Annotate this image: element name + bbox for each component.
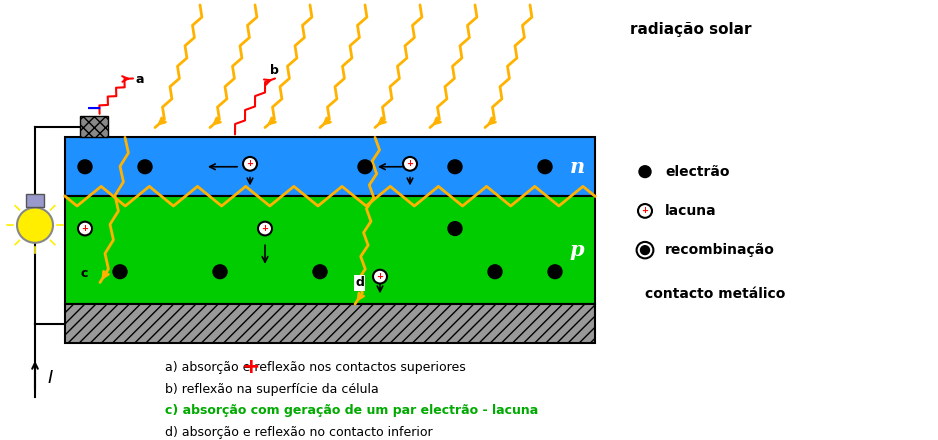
Circle shape	[448, 222, 462, 235]
Bar	[80, 116, 108, 137]
Circle shape	[448, 160, 462, 174]
Circle shape	[538, 160, 552, 174]
Text: d: d	[355, 276, 364, 290]
Text: +: +	[262, 224, 268, 233]
Text: −: −	[85, 99, 102, 117]
Text: +: +	[247, 159, 253, 169]
Text: b) reflexão na superfície da célula: b) reflexão na superfície da célula	[165, 382, 379, 396]
Circle shape	[373, 270, 387, 283]
Text: d) absorção e reflexão no contacto inferior: d) absorção e reflexão no contacto infer…	[165, 426, 432, 439]
Bar	[26, 194, 44, 208]
Text: electrão: electrão	[665, 165, 730, 179]
Text: radiação solar: radiação solar	[630, 22, 751, 37]
Circle shape	[637, 242, 654, 258]
Circle shape	[358, 160, 372, 174]
Circle shape	[78, 222, 92, 235]
Circle shape	[78, 160, 92, 174]
Text: c: c	[80, 267, 87, 280]
Text: p: p	[569, 240, 584, 260]
Text: +: +	[642, 206, 648, 216]
Circle shape	[113, 265, 127, 279]
Circle shape	[313, 265, 327, 279]
Bar	[65, 304, 595, 343]
Circle shape	[243, 157, 257, 171]
Circle shape	[641, 246, 649, 255]
Text: recombinação: recombinação	[665, 243, 775, 257]
Text: n: n	[569, 157, 584, 177]
Text: $I$: $I$	[47, 369, 53, 387]
Text: +: +	[241, 357, 260, 377]
Text: +: +	[376, 272, 384, 281]
Text: a) absorção e reflexão nos contactos superiores: a) absorção e reflexão nos contactos sup…	[165, 361, 466, 374]
Circle shape	[548, 265, 562, 279]
Text: lacuna: lacuna	[665, 204, 717, 218]
Circle shape	[213, 265, 227, 279]
Circle shape	[17, 208, 53, 243]
Circle shape	[138, 160, 152, 174]
Text: +: +	[82, 224, 88, 233]
Text: c) absorção com geração de um par electrão - lacuna: c) absorção com geração de um par electr…	[165, 404, 538, 417]
Circle shape	[638, 204, 652, 218]
Text: b: b	[270, 63, 279, 77]
Circle shape	[639, 166, 651, 178]
Bar	[65, 196, 595, 304]
Text: a: a	[136, 73, 144, 86]
Circle shape	[258, 222, 272, 235]
Text: +: +	[406, 159, 414, 169]
Text: contacto metálico: contacto metálico	[645, 287, 785, 301]
Circle shape	[403, 157, 417, 171]
Bar	[65, 137, 595, 196]
Circle shape	[488, 265, 502, 279]
